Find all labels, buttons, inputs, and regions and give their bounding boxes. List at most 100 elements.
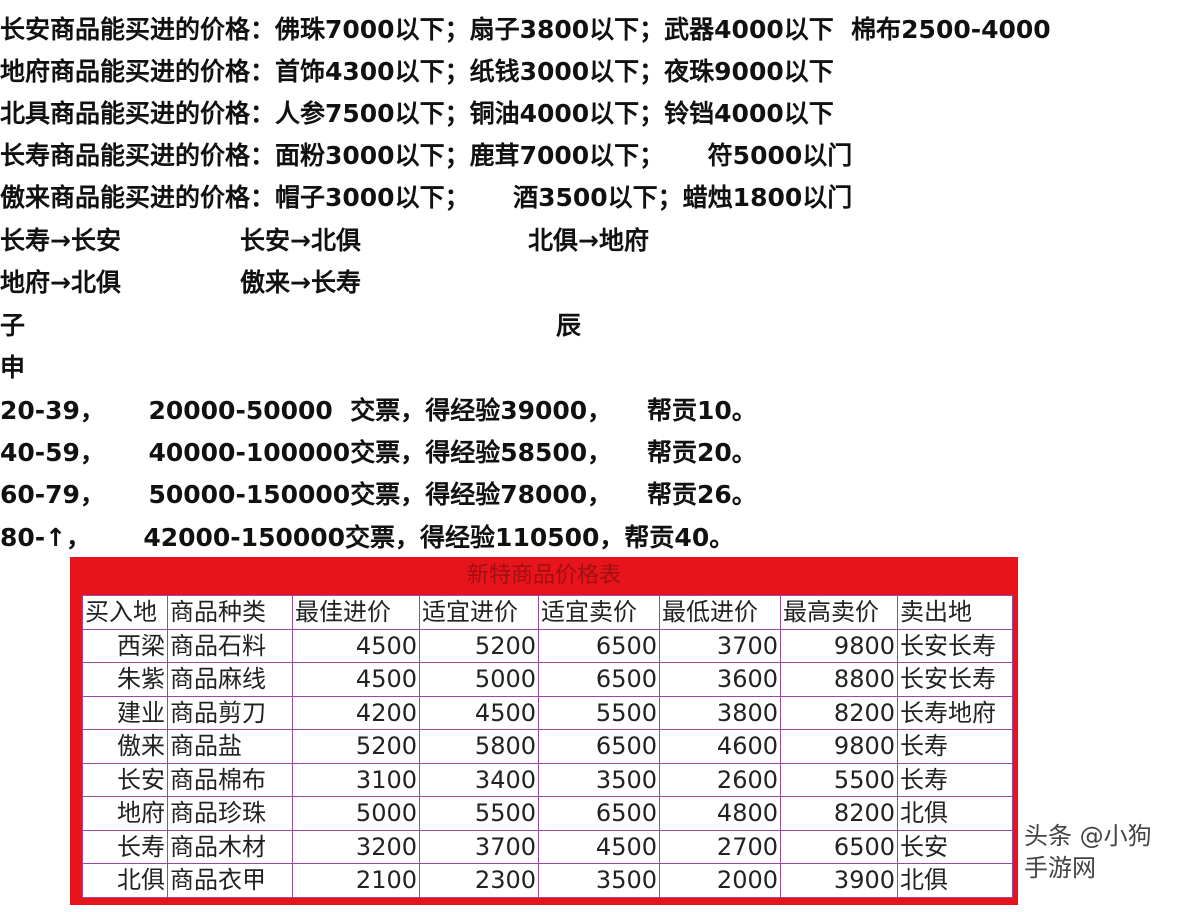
table-cell: 商品珍珠	[167, 796, 293, 831]
route: 长寿→长安	[0, 226, 121, 255]
price-table: 新特商品价格表 买入地 商品种类 最佳进价 适宜进价 适宜卖价 最低进价 最高卖价 卖出地 西梁…	[70, 557, 1018, 905]
table-row: 傲来 商品盐 5200 5800 6500 4600 9800 长寿	[82, 729, 1013, 764]
table-cell: 傲来	[82, 729, 168, 764]
table-cell: 2300	[419, 863, 539, 898]
table-cell: 4500	[292, 628, 420, 663]
table-cell: 朱紫	[82, 662, 168, 697]
route: 北俱→地府	[528, 226, 649, 255]
table-cell: 6500	[538, 628, 660, 663]
table-cell: 6500	[538, 729, 660, 764]
table-cell: 5000	[419, 662, 539, 697]
price-line-difu: 地府商品能买进的价格：首饰4300以下；纸钱3000以下；夜珠9000以下	[0, 57, 834, 86]
table-cell: 5200	[292, 729, 420, 764]
table-cell: 2700	[659, 829, 781, 864]
table-cell: 4600	[659, 729, 781, 764]
table-cell: 3600	[659, 662, 781, 697]
table-row: 地府 商品珍珠 5000 5500 6500 4800 8200 北俱	[82, 796, 1013, 831]
table-row: 长寿 商品木材 3200 3700 4500 2700 6500 长安	[82, 829, 1013, 864]
table-row: 朱紫 商品麻线 4500 5000 6500 3600 8800 长安长寿	[82, 662, 1013, 697]
table-cell: 8800	[780, 662, 898, 697]
table-cell: 5000	[292, 796, 420, 831]
price-line-aolai: 傲来商品能买进的价格：帽子3000以下； 酒3500以下；蜡烛1800以门	[0, 183, 853, 212]
table-cell: 商品石料	[167, 628, 293, 663]
table-cell: 3700	[419, 829, 539, 864]
table-cell: 3400	[419, 762, 539, 797]
table-cell: 6500	[780, 829, 898, 864]
table-title: 新特商品价格表	[466, 563, 621, 588]
time-shen: 申	[0, 353, 26, 382]
column-header: 商品种类	[167, 595, 293, 630]
column-header: 最低进价	[659, 595, 781, 630]
table-cell: 商品剪刀	[167, 695, 293, 730]
table-cell: 5500	[419, 796, 539, 831]
column-header: 适宜进价	[419, 595, 539, 630]
table-cell: 长寿	[897, 762, 1013, 797]
route: 傲来→长寿	[240, 268, 361, 297]
time-chen: 辰	[556, 311, 582, 340]
table-cell: 3100	[292, 762, 420, 797]
table-cell: 商品盐	[167, 729, 293, 764]
table-cell: 3500	[538, 762, 660, 797]
column-header: 卖出地	[897, 595, 1013, 630]
table-cell: 6500	[538, 796, 660, 831]
table-cell: 地府	[82, 796, 168, 831]
table-cell: 北俱	[897, 796, 1013, 831]
table-cell: 3500	[538, 863, 660, 898]
table-row: 长安 商品棉布 3100 3400 3500 2600 5500 长寿	[82, 762, 1013, 797]
level-line: 20-39， 20000-50000 交票，得经验39000， 帮贡10。	[0, 396, 757, 425]
table-cell: 商品棉布	[167, 762, 293, 797]
price-line-changan: 长安商品能买进的价格：佛珠7000以下；扇子3800以下；武器4000以下 棉布…	[0, 15, 1051, 44]
table-cell: 长安	[82, 762, 168, 797]
route: 地府→北俱	[0, 268, 121, 297]
column-header: 适宜卖价	[538, 595, 660, 630]
level-line: 40-59， 40000-100000交票，得经验58500， 帮贡20。	[0, 438, 757, 467]
table-cell: 3700	[659, 628, 781, 663]
table-cell: 3900	[780, 863, 898, 898]
table-cell: 8200	[780, 796, 898, 831]
table-cell: 2000	[659, 863, 781, 898]
table-cell: 6500	[538, 662, 660, 697]
table-cell: 长寿	[897, 729, 1013, 764]
table-cell: 商品麻线	[167, 662, 293, 697]
table-cell: 8200	[780, 695, 898, 730]
table-cell: 3800	[659, 695, 781, 730]
table-cell: 西梁	[82, 628, 168, 663]
watermark: 头条 @小狗手游网	[1024, 822, 1152, 882]
level-line: 80-↑， 42000-150000交票，得经验110500，帮贡40。	[0, 523, 735, 552]
table-cell: 商品木材	[167, 829, 293, 864]
column-header: 最佳进价	[292, 595, 420, 630]
route: 长安→北俱	[240, 226, 361, 255]
table-cell: 9800	[780, 628, 898, 663]
table-cell: 北俱	[897, 863, 1013, 898]
table-cell: 5500	[780, 762, 898, 797]
time-zi: 子	[0, 311, 26, 340]
header-row: 买入地 商品种类 最佳进价 适宜进价 适宜卖价 最低进价 最高卖价 卖出地	[82, 595, 1013, 630]
column-header: 最高卖价	[780, 595, 898, 630]
table-row: 建业 商品剪刀 4200 4500 5500 3800 8200 长寿地府	[82, 695, 1013, 730]
table-cell: 长安长寿	[897, 662, 1013, 697]
table-row: 北俱 商品衣甲 2100 2300 3500 2000 3900 北俱	[82, 863, 1013, 898]
table-cell: 5200	[419, 628, 539, 663]
price-line-beiju: 北具商品能买进的价格：人参7500以下；铜油4000以下；铃铛4000以下	[0, 99, 834, 128]
column-header: 买入地	[82, 595, 168, 630]
table-cell: 2600	[659, 762, 781, 797]
table-cell: 2100	[292, 863, 420, 898]
table-cell: 长安长寿	[897, 628, 1013, 663]
table-cell: 长安	[897, 829, 1013, 864]
table-cell: 商品衣甲	[167, 863, 293, 898]
table-cell: 北俱	[82, 863, 168, 898]
table-cell: 建业	[82, 695, 168, 730]
table-cell: 9800	[780, 729, 898, 764]
level-line: 60-79， 50000-150000交票，得经验78000， 帮贡26。	[0, 480, 757, 509]
table-cell: 5500	[538, 695, 660, 730]
price-line-changshou: 长寿商品能买进的价格：面粉3000以下；鹿茸7000以下； 符5000以门	[0, 141, 853, 170]
table-cell: 长寿地府	[897, 695, 1013, 730]
table-cell: 4500	[292, 662, 420, 697]
table-cell: 长寿	[82, 829, 168, 864]
table-row: 西梁 商品石料 4500 5200 6500 3700 9800 长安长寿	[82, 628, 1013, 663]
table-cell: 5800	[419, 729, 539, 764]
price-grid: 买入地 商品种类 最佳进价 适宜进价 适宜卖价 最低进价 最高卖价 卖出地 西梁 商品石料 4500…	[82, 595, 1013, 898]
table-cell: 4200	[292, 695, 420, 730]
table-cell: 4800	[659, 796, 781, 831]
table-cell: 3200	[292, 829, 420, 864]
